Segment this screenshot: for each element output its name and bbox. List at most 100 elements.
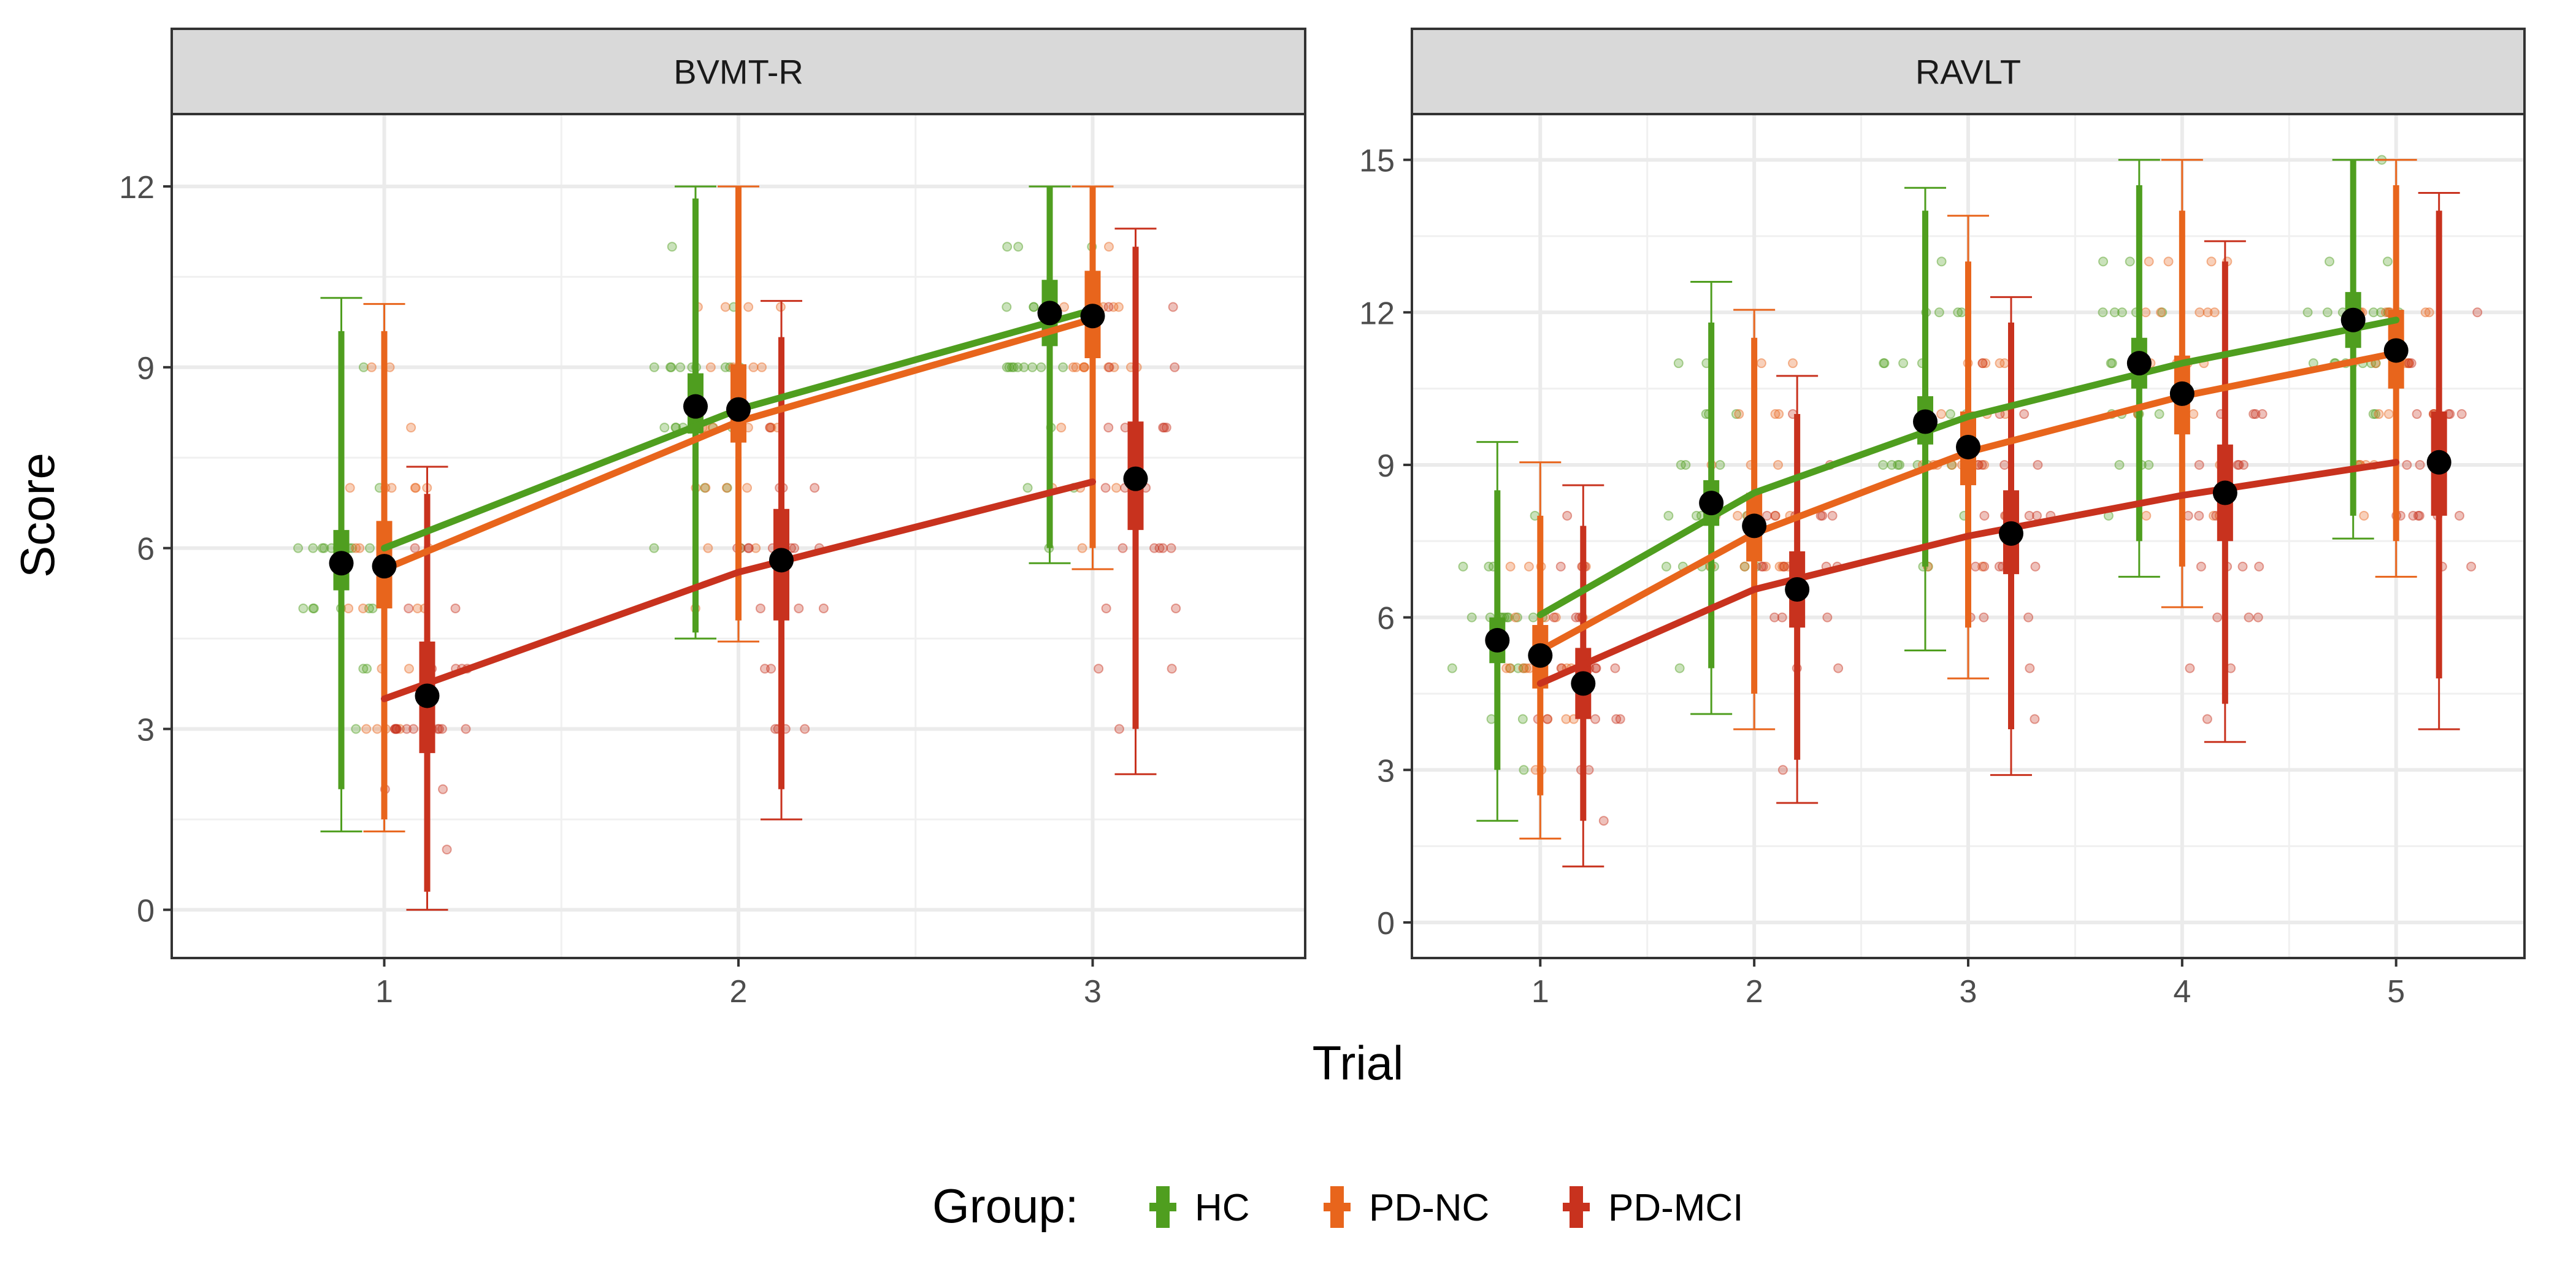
raw-point <box>1953 307 1963 318</box>
raw-point <box>1103 302 1114 312</box>
raw-point <box>1591 663 1601 673</box>
raw-point <box>1510 612 1520 623</box>
raw-point <box>1447 663 1457 673</box>
raw-point <box>1161 423 1171 433</box>
raw-point <box>1774 409 1784 420</box>
raw-point <box>2237 561 2248 572</box>
raw-point <box>2032 510 2042 521</box>
raw-point <box>1681 459 1691 470</box>
raw-point <box>1893 459 1903 470</box>
raw-point <box>2403 358 2413 369</box>
raw-point <box>1936 256 1947 267</box>
raw-point <box>1770 510 1781 521</box>
raw-point <box>1773 459 1784 470</box>
raw-point <box>757 362 767 372</box>
raw-point <box>742 483 753 493</box>
raw-point <box>1590 663 1601 673</box>
raw-point <box>351 724 361 734</box>
raw-point <box>2209 307 2220 318</box>
raw-point <box>362 664 372 674</box>
raw-point <box>1505 663 1516 673</box>
raw-point <box>721 483 732 493</box>
raw-point <box>358 362 369 372</box>
raw-point <box>1103 362 1114 372</box>
raw-point <box>1555 561 1566 572</box>
raw-point <box>1777 612 1787 623</box>
raw-point <box>1109 362 1119 372</box>
raw-point <box>1979 459 1990 470</box>
raw-point <box>2402 459 2412 470</box>
raw-point <box>1817 510 1828 521</box>
raw-point <box>351 543 361 553</box>
x-tick-label: 5 <box>2387 974 2405 1010</box>
raw-point <box>1979 561 1990 572</box>
raw-point <box>755 603 765 613</box>
raw-point <box>1779 561 1789 572</box>
raw-point <box>2185 663 2195 673</box>
raw-point <box>2141 510 2152 521</box>
raw-point <box>2257 409 2267 420</box>
x-tick-label: 1 <box>1531 974 1549 1010</box>
raw-point <box>410 483 420 493</box>
fit-line <box>1536 316 2400 618</box>
y-tick-label: 9 <box>137 351 155 386</box>
raw-point <box>1733 510 1743 521</box>
raw-point <box>770 724 781 734</box>
raw-point <box>1519 663 1529 673</box>
raw-point <box>1977 561 1988 572</box>
raw-point <box>744 543 754 553</box>
raw-point <box>1036 362 1046 372</box>
fit-line <box>1536 459 2400 687</box>
raw-point <box>1103 423 1114 433</box>
raw-point <box>1521 663 1531 673</box>
raw-point <box>2406 358 2417 369</box>
mean-point <box>1913 409 1938 434</box>
raw-point <box>665 362 676 372</box>
raw-point <box>1079 362 1090 372</box>
raw-point <box>391 724 401 734</box>
raw-point <box>667 242 677 252</box>
x-tick-label: 3 <box>1084 974 1102 1010</box>
raw-point <box>1002 242 1013 252</box>
y-tick-label: 3 <box>1377 753 1395 789</box>
raw-point <box>1013 242 1024 252</box>
raw-point <box>2144 459 2154 470</box>
raw-point <box>1484 561 1494 572</box>
raw-point <box>1117 543 1128 553</box>
raw-point <box>2413 510 2423 521</box>
raw-point <box>2325 256 2335 267</box>
raw-point <box>2244 612 2254 623</box>
raw-point <box>700 483 711 493</box>
mean-point <box>1742 513 1767 539</box>
legend-title: Group: <box>932 1179 1078 1233</box>
raw-point <box>1777 561 1788 572</box>
raw-point <box>1079 362 1089 372</box>
mean-point <box>1037 301 1062 326</box>
raw-point <box>1458 561 1468 572</box>
raw-point <box>1999 459 2010 470</box>
raw-point <box>1734 409 1744 420</box>
raw-point <box>1519 765 1529 775</box>
raw-point <box>2212 612 2223 623</box>
raw-point <box>2206 256 2217 267</box>
raw-point <box>794 603 804 613</box>
mean-point <box>415 683 440 708</box>
raw-point <box>1879 358 1890 369</box>
mean-point <box>1999 521 2023 546</box>
raw-point <box>1528 612 1538 623</box>
raw-point <box>1878 459 1888 470</box>
raw-point <box>1058 362 1068 372</box>
raw-point <box>1002 362 1012 372</box>
raw-point <box>705 362 716 372</box>
raw-point <box>1887 459 1897 470</box>
raw-point <box>2371 409 2381 420</box>
raw-point <box>1827 510 1838 521</box>
raw-point <box>308 603 318 613</box>
raw-point <box>2188 409 2199 420</box>
raw-point <box>1661 561 1671 572</box>
raw-point <box>1113 302 1124 312</box>
raw-point <box>358 603 369 613</box>
raw-point <box>1994 561 2004 572</box>
raw-point <box>666 362 677 372</box>
